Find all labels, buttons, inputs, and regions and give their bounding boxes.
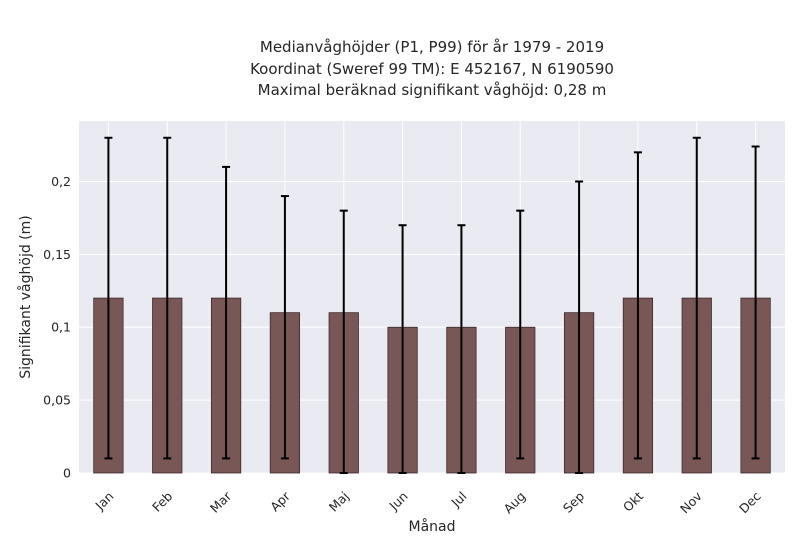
- x-tick-label-maj: Maj: [326, 489, 352, 515]
- x-tick-label-feb: Feb: [149, 488, 175, 514]
- x-axis-label: Månad: [409, 518, 456, 535]
- x-tick-label-jul: Jul: [448, 489, 470, 511]
- y-axis-ticks: 0 0,05 0,1 0,15 0,2: [43, 174, 71, 481]
- y-tick-label: 0: [63, 466, 71, 481]
- chart-title-line-3: Maximal beräknad signifikant våghöjd: 0,…: [258, 81, 607, 99]
- plot-area: [79, 121, 785, 473]
- chart-title-line-2: Koordinat (Sweref 99 TM): E 452167, N 61…: [250, 60, 614, 78]
- x-tick-label-jun: Jun: [386, 489, 411, 514]
- x-tick-label-apr: Apr: [267, 488, 294, 515]
- y-tick-label: 0,2: [51, 174, 71, 189]
- chart-title-line-1: Medianvåghöjder (P1, P99) för år 1979 - …: [260, 38, 604, 56]
- x-tick-label-dec: Dec: [736, 488, 764, 516]
- y-tick-label: 0,15: [43, 247, 71, 262]
- chart-title: Medianvåghöjder (P1, P99) för år 1979 - …: [250, 38, 614, 99]
- x-tick-label-aug: Aug: [500, 489, 528, 517]
- x-tick-label-nov: Nov: [677, 488, 705, 516]
- x-tick-label-mar: Mar: [207, 488, 235, 516]
- y-tick-label: 0,05: [43, 393, 71, 408]
- x-tick-label-sep: Sep: [560, 488, 587, 515]
- x-tick-label-okt: Okt: [620, 488, 646, 514]
- y-tick-label: 0,1: [51, 320, 71, 335]
- x-tick-label-jan: Jan: [92, 489, 117, 514]
- x-axis-ticks: Jan Feb Mar Apr Maj Jun Jul Aug Sep Okt Nov Dec: [92, 488, 764, 516]
- error-bars: [104, 136, 760, 474]
- y-axis-label: Signifikant våghöjd (m): [17, 215, 34, 378]
